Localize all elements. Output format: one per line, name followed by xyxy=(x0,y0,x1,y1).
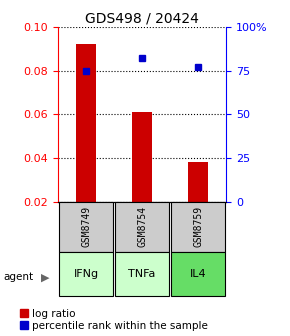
Bar xyxy=(188,162,208,202)
FancyBboxPatch shape xyxy=(171,202,225,252)
FancyBboxPatch shape xyxy=(115,252,169,296)
Text: GSM8749: GSM8749 xyxy=(81,206,91,247)
FancyBboxPatch shape xyxy=(115,202,169,252)
Text: GSM8759: GSM8759 xyxy=(193,206,203,247)
FancyBboxPatch shape xyxy=(59,202,113,252)
Legend: log ratio, percentile rank within the sample: log ratio, percentile rank within the sa… xyxy=(20,309,208,331)
Bar xyxy=(132,112,152,202)
FancyBboxPatch shape xyxy=(59,252,113,296)
Text: agent: agent xyxy=(3,272,33,282)
Bar xyxy=(76,44,96,202)
Text: IFNg: IFNg xyxy=(73,269,99,279)
Text: IL4: IL4 xyxy=(190,269,206,279)
Text: TNFa: TNFa xyxy=(128,269,156,279)
FancyBboxPatch shape xyxy=(171,252,225,296)
Text: GSM8754: GSM8754 xyxy=(137,206,147,247)
Text: ▶: ▶ xyxy=(41,272,49,282)
Title: GDS498 / 20424: GDS498 / 20424 xyxy=(85,12,199,26)
